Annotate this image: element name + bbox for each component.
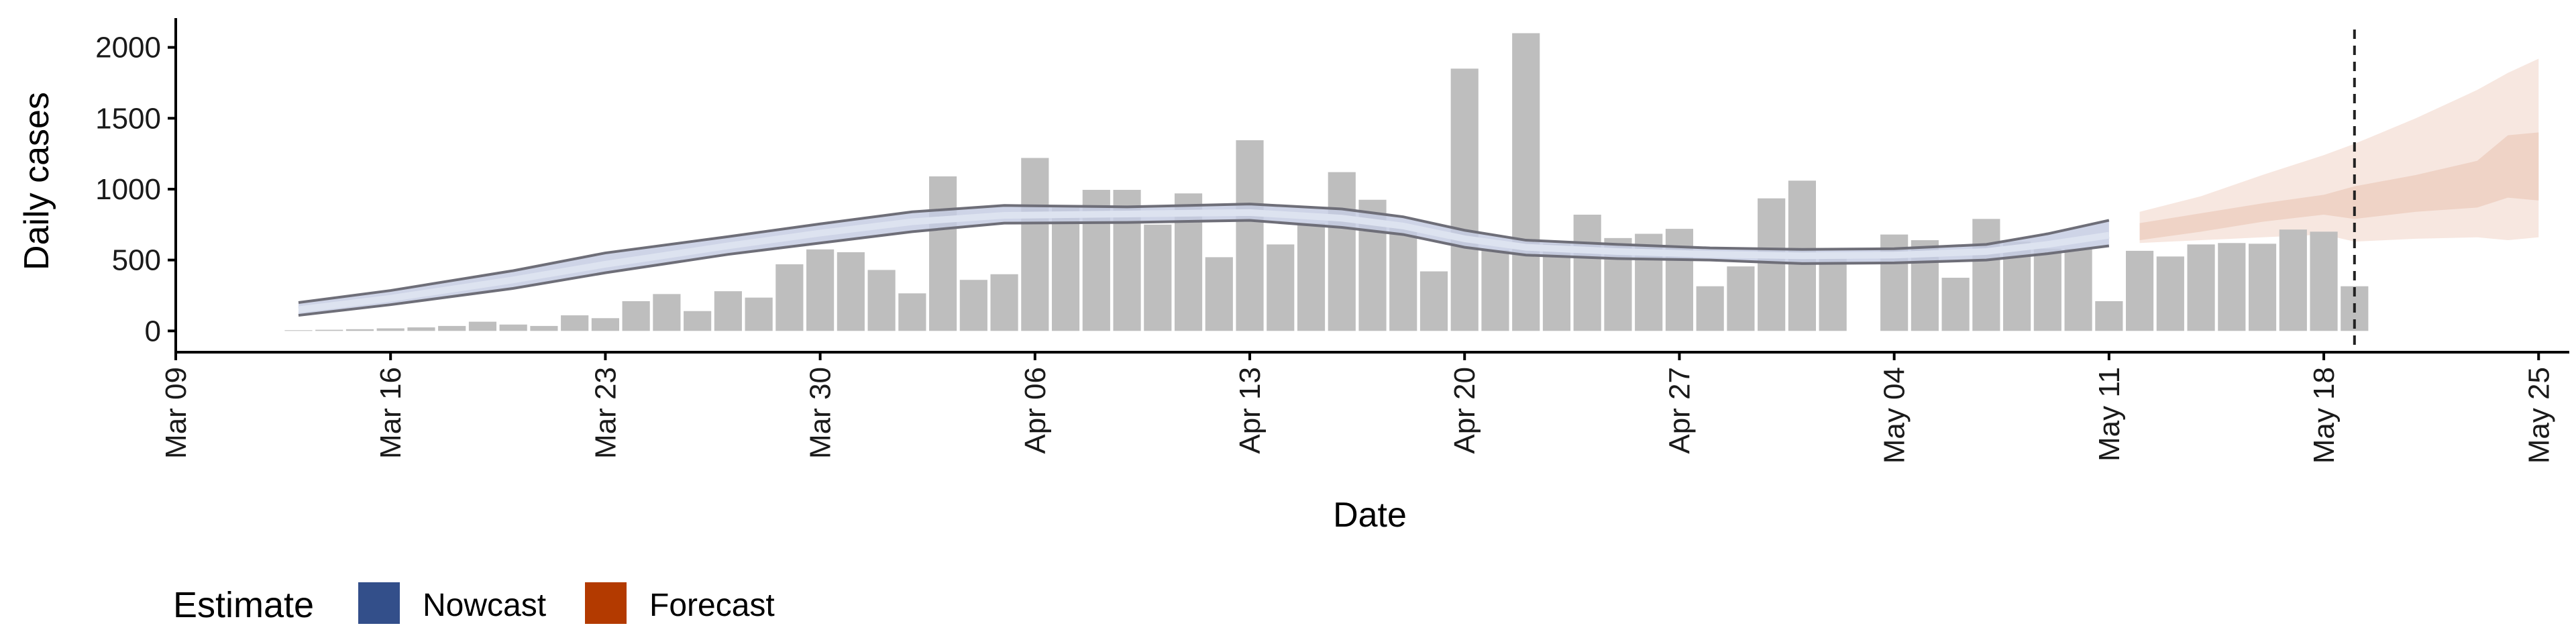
bar-2020-05-16 bbox=[2248, 244, 2277, 331]
axes: 0 500 1000 1500 2000 Mar 09 Mar 16 Mar 23 Mar 3… bbox=[95, 18, 2569, 464]
bar-2020-03-23 bbox=[591, 318, 619, 331]
bar-2020-04-01 bbox=[867, 270, 896, 331]
x-tick-label-2020-04-06: Apr 06 bbox=[1019, 367, 1052, 454]
bar-2020-04-06 bbox=[1021, 158, 1049, 331]
bar-2020-03-28 bbox=[745, 297, 773, 331]
bar-2020-03-25 bbox=[653, 294, 681, 331]
bar-2020-03-30 bbox=[806, 249, 835, 331]
legend-title: Estimate bbox=[173, 585, 314, 625]
y-axis-title: Daily cases bbox=[17, 92, 56, 270]
y-tick-label-0: 0 bbox=[145, 315, 161, 347]
legend-swatch-forecast bbox=[585, 582, 627, 624]
legend: Estimate Nowcast Forecast bbox=[173, 582, 775, 625]
bar-2020-04-27 bbox=[1665, 229, 1694, 331]
bar-2020-03-17 bbox=[407, 327, 435, 331]
x-tick-label-2020-04-27: Apr 27 bbox=[1663, 367, 1696, 454]
bars-layer bbox=[284, 33, 2369, 331]
bar-2020-03-29 bbox=[775, 264, 804, 331]
bar-2020-04-29 bbox=[1727, 266, 1755, 331]
bar-2020-03-31 bbox=[837, 252, 865, 331]
forecast-inner-band bbox=[2139, 132, 2539, 241]
legend-label-nowcast: Nowcast bbox=[423, 588, 546, 623]
bar-2020-04-02 bbox=[898, 293, 926, 331]
bar-2020-03-18 bbox=[438, 325, 466, 331]
bar-2020-04-24 bbox=[1573, 214, 1601, 331]
bar-2020-05-17 bbox=[2279, 229, 2307, 331]
x-axis-ticks: Mar 09 Mar 16 Mar 23 Mar 30 Apr 06 Apr 13 Apr … bbox=[160, 352, 2555, 464]
bar-2020-05-13 bbox=[2156, 256, 2184, 331]
x-tick-label-2020-05-18: May 18 bbox=[2308, 367, 2341, 464]
bar-2020-04-18 bbox=[1389, 225, 1417, 331]
ribbons-layer bbox=[2139, 58, 2539, 244]
bar-2020-03-21 bbox=[530, 325, 558, 331]
y-axis-ticks: 0 500 1000 1500 2000 bbox=[95, 32, 176, 347]
bar-2020-05-07 bbox=[1972, 219, 2000, 331]
bar-2020-05-06 bbox=[1941, 278, 1970, 331]
bar-2020-04-15 bbox=[1297, 223, 1326, 331]
bar-2020-05-10 bbox=[2064, 248, 2092, 331]
x-tick-label-2020-04-20: Apr 20 bbox=[1448, 367, 1481, 454]
bar-2020-04-04 bbox=[959, 280, 987, 331]
bar-2020-04-20 bbox=[1450, 68, 1479, 331]
x-tick-label-2020-05-04: May 04 bbox=[1878, 367, 1911, 464]
bar-2020-04-05 bbox=[990, 274, 1018, 331]
bar-2020-04-23 bbox=[1542, 244, 1571, 331]
bar-2020-03-16 bbox=[376, 328, 405, 331]
x-tick-label-2020-03-16: Mar 16 bbox=[374, 367, 407, 459]
bar-2020-05-12 bbox=[2126, 250, 2154, 331]
y-tick-label-1000: 1000 bbox=[95, 173, 161, 206]
bar-2020-05-09 bbox=[2033, 248, 2061, 331]
bar-2020-03-26 bbox=[684, 311, 712, 331]
legend-swatch-nowcast bbox=[358, 582, 400, 624]
y-tick-label-2000: 2000 bbox=[95, 32, 161, 64]
bar-2020-05-15 bbox=[2218, 243, 2246, 331]
x-tick-label-2020-03-30: Mar 30 bbox=[804, 367, 837, 459]
x-tick-label-2020-04-13: Apr 13 bbox=[1234, 367, 1267, 454]
nowcast-median-line bbox=[298, 209, 2110, 313]
bar-2020-03-27 bbox=[714, 291, 742, 331]
lines-layer bbox=[298, 203, 2110, 317]
bar-2020-04-03 bbox=[929, 176, 957, 331]
bar-2020-04-14 bbox=[1267, 244, 1295, 331]
y-tick-label-500: 500 bbox=[112, 244, 161, 277]
bar-2020-03-15 bbox=[345, 329, 374, 331]
bar-2020-03-13 bbox=[284, 330, 313, 331]
bar-2020-04-16 bbox=[1328, 172, 1356, 331]
bar-2020-04-10 bbox=[1144, 224, 1172, 331]
bar-2020-04-30 bbox=[1758, 198, 1786, 331]
x-tick-label-2020-05-25: May 25 bbox=[2522, 367, 2555, 464]
bar-2020-05-11 bbox=[2095, 301, 2123, 331]
bar-2020-05-14 bbox=[2187, 244, 2215, 331]
bar-2020-04-13 bbox=[1236, 140, 1264, 331]
legend-label-forecast: Forecast bbox=[649, 588, 775, 623]
x-tick-label-2020-03-09: Mar 09 bbox=[160, 367, 193, 459]
bar-2020-03-22 bbox=[561, 315, 589, 331]
bar-2020-03-19 bbox=[468, 321, 497, 331]
x-tick-label-2020-03-23: Mar 23 bbox=[589, 367, 622, 459]
nowcast-upper-line bbox=[298, 203, 2110, 305]
bar-2020-05-18 bbox=[2310, 231, 2338, 331]
bar-2020-04-07 bbox=[1051, 207, 1080, 331]
x-axis-title: Date bbox=[1333, 496, 1407, 535]
bar-2020-04-12 bbox=[1205, 257, 1233, 331]
bar-2020-03-20 bbox=[499, 324, 527, 331]
bar-2020-05-02 bbox=[1819, 257, 1847, 331]
nowcast-band bbox=[298, 204, 2109, 316]
bar-2020-04-19 bbox=[1419, 271, 1448, 331]
nowcast-lower-line bbox=[298, 219, 2110, 317]
x-tick-label-2020-05-11: May 11 bbox=[2093, 367, 2126, 462]
bar-2020-04-28 bbox=[1696, 286, 1724, 331]
bar-2020-03-14 bbox=[315, 329, 343, 331]
y-tick-label-1500: 1500 bbox=[95, 102, 161, 135]
bar-2020-03-24 bbox=[622, 301, 650, 331]
bar-2020-04-22 bbox=[1512, 33, 1540, 331]
bar-2020-04-21 bbox=[1481, 250, 1509, 331]
